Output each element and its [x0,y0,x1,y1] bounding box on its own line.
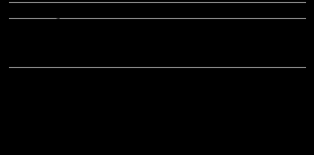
Text: 0: 0 [166,52,173,65]
Text: 0%: 0% [160,36,179,49]
Text: -7.06%: -7.06% [237,36,278,49]
Text: 0.139: 0.139 [241,20,274,33]
Text: Input: Input [43,4,77,17]
Text: 0.283: 0.283 [241,52,274,65]
Text: Optimized: Optimized [225,4,290,17]
Text: $\Delta\lambda_{SHR}$: $\Delta\lambda_{SHR}$ [43,35,76,50]
Text: 0.1: 0.1 [160,20,179,33]
Text: $\gamma_{EXD,TE,SHR}$: $\gamma_{EXD,TE,SHR}$ [29,51,90,65]
Text: Baseline: Baseline [143,4,197,17]
Text: $rV^*_{\theta\,ratio}$: $rV^*_{\theta\,ratio}$ [40,17,79,37]
